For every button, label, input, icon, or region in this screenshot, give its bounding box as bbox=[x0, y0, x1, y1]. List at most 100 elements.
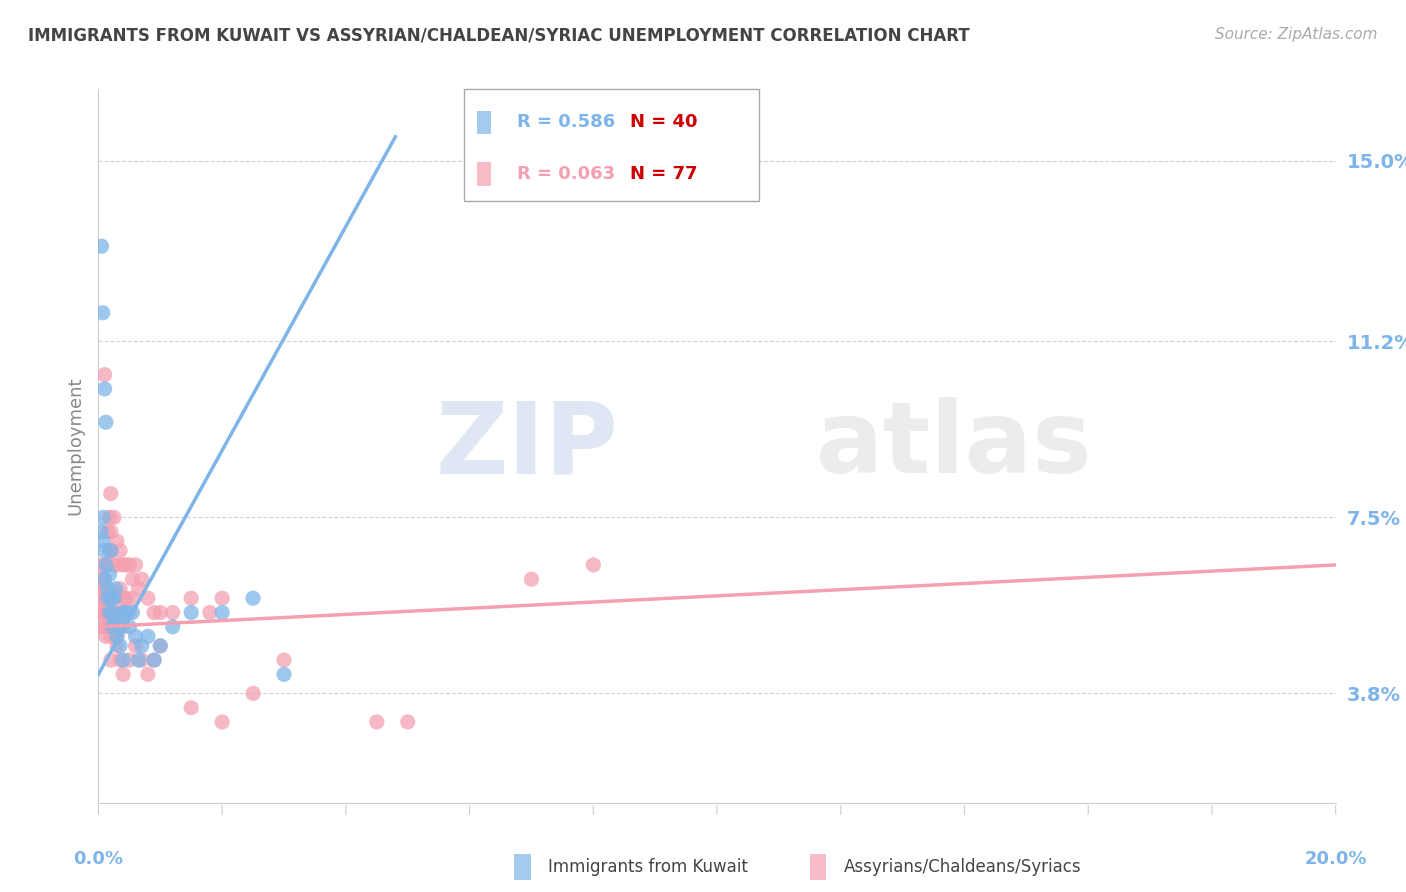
Point bbox=[211, 606, 233, 620]
Point bbox=[89, 572, 111, 586]
Point bbox=[100, 606, 122, 620]
Point bbox=[143, 653, 166, 667]
Point bbox=[118, 620, 141, 634]
Text: Source: ZipAtlas.com: Source: ZipAtlas.com bbox=[1215, 27, 1378, 42]
Text: Immigrants from Kuwait: Immigrants from Kuwait bbox=[548, 858, 748, 876]
Point bbox=[100, 524, 122, 539]
Point bbox=[93, 543, 115, 558]
Point bbox=[105, 606, 128, 620]
Point bbox=[112, 606, 135, 620]
Text: N = 77: N = 77 bbox=[630, 165, 697, 183]
Point bbox=[94, 558, 117, 572]
Text: R = 0.586: R = 0.586 bbox=[517, 113, 616, 131]
Point bbox=[97, 591, 120, 606]
Point bbox=[112, 667, 135, 681]
Point bbox=[112, 653, 135, 667]
Point bbox=[143, 606, 166, 620]
Point bbox=[115, 606, 138, 620]
Point bbox=[121, 606, 143, 620]
Point bbox=[103, 510, 125, 524]
Point bbox=[105, 534, 128, 549]
Point bbox=[93, 582, 115, 596]
Point bbox=[211, 714, 233, 729]
Point bbox=[93, 572, 115, 586]
Point bbox=[93, 606, 115, 620]
Point bbox=[100, 543, 122, 558]
Point bbox=[91, 582, 114, 596]
Point bbox=[91, 306, 114, 320]
Point bbox=[143, 653, 166, 667]
Point bbox=[103, 620, 125, 634]
Point bbox=[108, 639, 131, 653]
Point bbox=[520, 572, 543, 586]
Text: R = 0.063: R = 0.063 bbox=[517, 165, 616, 183]
Point bbox=[180, 606, 202, 620]
Point bbox=[93, 606, 115, 620]
Point bbox=[93, 620, 115, 634]
Point bbox=[242, 591, 264, 606]
Point bbox=[162, 620, 184, 634]
Point bbox=[131, 653, 153, 667]
Point bbox=[149, 639, 172, 653]
Point bbox=[100, 591, 122, 606]
Point bbox=[101, 620, 124, 634]
Point bbox=[115, 591, 138, 606]
Point bbox=[149, 639, 172, 653]
Text: IMMIGRANTS FROM KUWAIT VS ASSYRIAN/CHALDEAN/SYRIAC UNEMPLOYMENT CORRELATION CHAR: IMMIGRANTS FROM KUWAIT VS ASSYRIAN/CHALD… bbox=[28, 27, 970, 45]
Point bbox=[94, 415, 117, 429]
Y-axis label: Unemployment: Unemployment bbox=[66, 376, 84, 516]
Point bbox=[94, 591, 117, 606]
Point bbox=[118, 653, 141, 667]
Text: N = 40: N = 40 bbox=[630, 113, 697, 131]
Point bbox=[108, 543, 131, 558]
Point bbox=[242, 686, 264, 700]
Point bbox=[273, 667, 295, 681]
Text: ZIP: ZIP bbox=[436, 398, 619, 494]
Point bbox=[90, 558, 112, 572]
Point bbox=[94, 629, 117, 643]
Point bbox=[105, 629, 128, 643]
Point bbox=[108, 606, 131, 620]
Point bbox=[98, 567, 121, 582]
Point bbox=[97, 620, 120, 634]
Point bbox=[582, 558, 605, 572]
Point bbox=[105, 639, 128, 653]
Point bbox=[136, 667, 159, 681]
Point bbox=[93, 368, 115, 382]
Point bbox=[121, 572, 143, 586]
Point bbox=[90, 620, 112, 634]
Point bbox=[180, 700, 202, 714]
Point bbox=[108, 620, 131, 634]
Point bbox=[105, 558, 128, 572]
Point bbox=[131, 572, 153, 586]
Point bbox=[103, 591, 125, 606]
Point bbox=[91, 534, 114, 549]
Point bbox=[162, 606, 184, 620]
Point bbox=[124, 639, 146, 653]
Point bbox=[180, 591, 202, 606]
Point bbox=[98, 606, 121, 620]
Point bbox=[90, 239, 112, 253]
Point bbox=[104, 582, 127, 596]
Point bbox=[103, 591, 125, 606]
Point bbox=[112, 620, 135, 634]
Point bbox=[131, 639, 153, 653]
Point bbox=[108, 653, 131, 667]
Point bbox=[94, 558, 117, 572]
Text: atlas: atlas bbox=[815, 398, 1092, 494]
Point bbox=[124, 558, 146, 572]
Point bbox=[112, 591, 135, 606]
Point bbox=[118, 558, 141, 572]
Point bbox=[90, 524, 112, 539]
Point bbox=[93, 382, 115, 396]
Point bbox=[97, 524, 120, 539]
Point bbox=[396, 714, 419, 729]
Text: 20.0%: 20.0% bbox=[1305, 850, 1367, 869]
Point bbox=[91, 606, 114, 620]
Point bbox=[124, 629, 146, 643]
Point bbox=[112, 558, 135, 572]
Point bbox=[100, 629, 122, 643]
Point bbox=[101, 606, 124, 620]
Point bbox=[128, 582, 150, 596]
Point bbox=[198, 606, 221, 620]
